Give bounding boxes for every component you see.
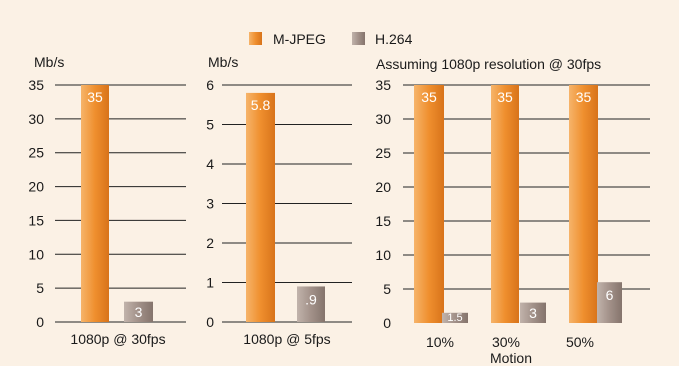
h264-bar <box>520 302 546 323</box>
y-tick-label: 0 <box>206 314 214 330</box>
y-axis-label: Mb/s <box>208 54 238 70</box>
data-label: 6 <box>606 287 614 303</box>
mjpeg-bar <box>491 85 519 323</box>
x-tick-label: 1080p @ 5fps <box>243 331 330 347</box>
y-tick-label: 5 <box>383 281 391 297</box>
y-tick-label: 20 <box>375 179 391 195</box>
data-label: 35 <box>576 89 592 105</box>
y-tick-label: 20 <box>28 179 44 195</box>
mjpeg-bar <box>81 85 109 322</box>
y-tick-label: 0 <box>383 315 391 331</box>
y-tick-label: 30 <box>375 111 391 127</box>
data-label: 35 <box>497 89 513 105</box>
x-tick-label: 10% <box>426 334 454 350</box>
x-tick-label: 30% <box>492 334 520 350</box>
y-tick-label: 30 <box>28 111 44 127</box>
y-tick-label: 25 <box>28 145 44 161</box>
legend-swatch-0 <box>249 32 262 45</box>
y-tick-label: 5 <box>206 117 214 133</box>
chart-panel-2: 0 5 10 15 20 25 30 35 Assuming 1080p resolution … <box>375 56 650 366</box>
data-label: 35 <box>87 89 103 105</box>
y-tick-label: 10 <box>375 247 391 263</box>
legend-label-0: M-JPEG <box>273 31 326 47</box>
data-label: 5.8 <box>251 97 271 113</box>
legend: M-JPEG H.264 <box>249 31 413 47</box>
y-tick-label: 15 <box>375 213 391 229</box>
legend-swatch-1 <box>352 32 365 45</box>
h264-bar <box>124 301 153 322</box>
x-tick-label: 1080p @ 30fps <box>70 331 165 347</box>
y-tick-label: 15 <box>28 212 44 228</box>
y-tick-label: 3 <box>206 196 214 212</box>
y-axis-label: Mb/s <box>34 54 64 70</box>
y-tick-label: 5 <box>36 280 44 296</box>
mjpeg-bar <box>246 92 275 323</box>
y-tick-label: 4 <box>206 156 214 172</box>
y-tick-label: 35 <box>28 77 44 93</box>
mjpeg-bar <box>414 85 444 323</box>
chart-title: Assuming 1080p resolution @ 30fps <box>376 56 601 72</box>
y-tick-label: 6 <box>206 77 214 93</box>
mjpeg-bar <box>569 85 598 323</box>
chart-panel-0: 0 5 10 15 20 25 30 35 Mb/s 35 3 1080p @ 30fps <box>28 54 186 347</box>
h264-bar <box>297 286 325 322</box>
data-label: 3 <box>529 305 537 321</box>
y-tick-label: 25 <box>375 145 391 161</box>
y-tick-label: 10 <box>28 246 44 262</box>
y-tick-label: 2 <box>206 235 214 251</box>
h264-bar <box>442 312 468 323</box>
x-tick-label: 50% <box>566 334 594 350</box>
chart-panel-1: 0 1 2 3 4 5 6 Mb/s 5.8 .9 1080p @ 5fps <box>206 54 352 347</box>
x-axis-label: Motion <box>490 350 532 366</box>
data-label: 3 <box>135 304 143 320</box>
data-label: 1.5 <box>447 312 462 324</box>
y-tick-label: 35 <box>375 77 391 93</box>
y-tick-label: 1 <box>206 275 214 291</box>
data-label: .9 <box>305 291 317 307</box>
legend-label-1: H.264 <box>375 31 413 47</box>
y-tick-label: 0 <box>36 314 44 330</box>
h264-bar <box>597 282 622 323</box>
data-label: 35 <box>421 89 437 105</box>
